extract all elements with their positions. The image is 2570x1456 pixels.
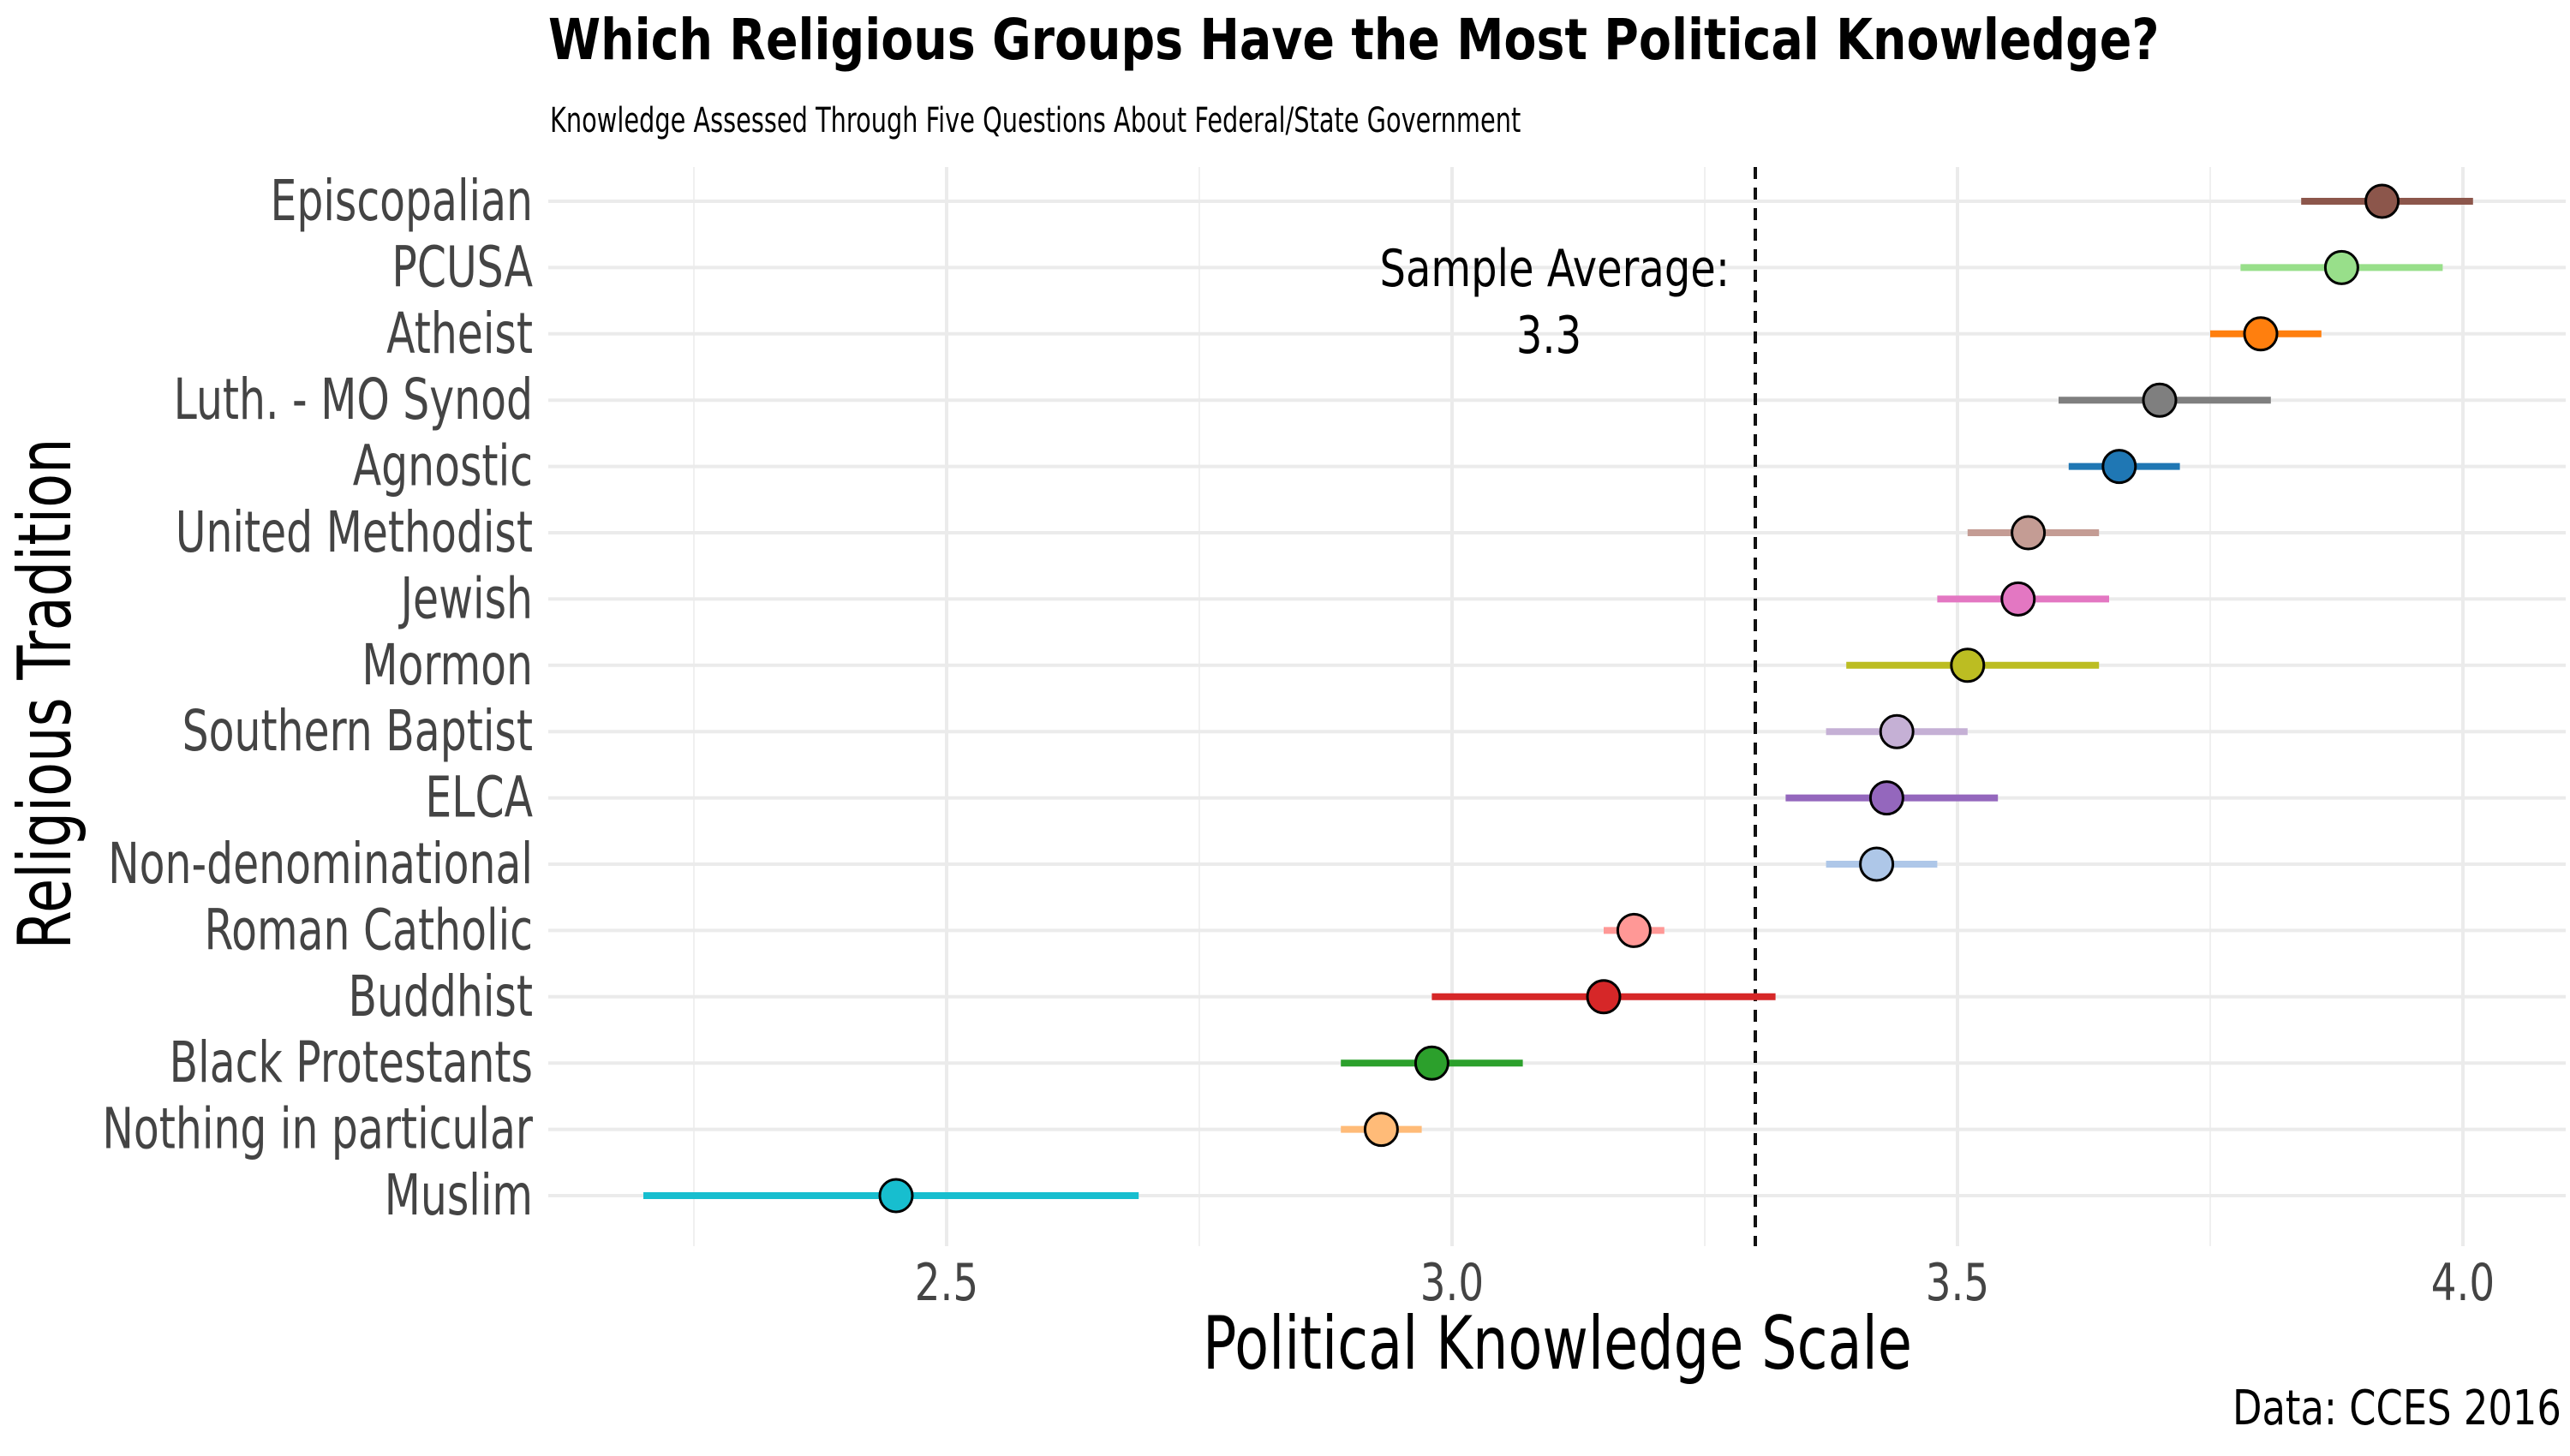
y-tick-label: Black Protestants [170,1029,533,1095]
y-tick-label: Atheist [386,300,533,366]
mean-point [2012,516,2045,549]
y-tick-label: Mormon [362,631,533,697]
y-tick-label: United Methodist [176,499,533,565]
mean-point [2244,318,2277,350]
mean-point [1951,649,1984,682]
y-tick-label: Southern Baptist [182,698,533,764]
y-tick-label: Non-denominational [108,831,533,897]
y-tick-label: PCUSA [391,234,533,300]
data-source-caption: Data: CCES 2016 [2232,1381,2561,1436]
y-tick-label: Jewish [398,565,533,631]
mean-point [2143,384,2176,416]
mean-point [2325,251,2358,283]
y-tick-label: ELCA [425,764,533,830]
x-tick-label: 3.5 [1926,1252,1989,1312]
mean-point [1587,981,1620,1013]
mean-points [880,185,2399,1212]
y-tick-label: Buddhist [348,963,533,1029]
mean-point [1415,1047,1448,1079]
mean-point [2366,185,2399,218]
y-tick-label: Muslim [385,1162,533,1228]
mean-point [2002,582,2035,615]
sample-average-label: Sample Average: [1380,239,1730,299]
mean-point [2103,451,2136,483]
mean-point [1365,1113,1397,1146]
sample-average-value: 3.3 [1516,306,1581,366]
y-tick-label: Agnostic [353,433,533,498]
sample-average-reference: Sample Average: 3.3 [1380,167,1755,1246]
mean-point [1617,914,1650,946]
y-tick-label: Roman Catholic [204,897,533,963]
x-tick-label: 2.5 [915,1252,978,1312]
y-tick-label: Luth. - MO Synod [174,367,533,433]
y-tick-label: Episcopalian [270,168,533,234]
y-tick-label: Nothing in particular [102,1095,533,1161]
x-axis-title: Political Knowledge Scale [1203,1301,1912,1387]
mean-point [1880,715,1913,748]
mean-point [1861,848,1893,880]
x-tick-label: 4.0 [2431,1252,2495,1312]
y-axis-title: Religious Tradition [3,439,88,950]
mean-point [880,1179,912,1212]
mean-point [1870,782,1903,815]
